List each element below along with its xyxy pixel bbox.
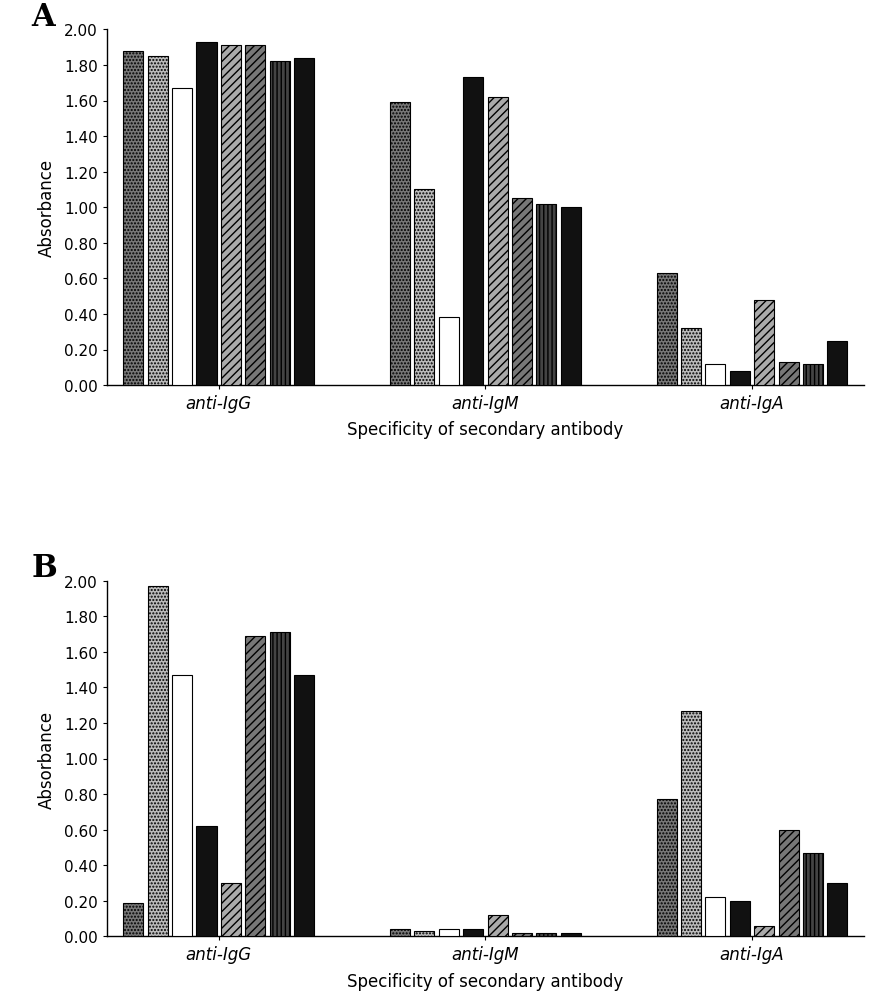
Bar: [148, 56, 167, 386]
Bar: [270, 62, 289, 386]
Bar: [294, 676, 314, 937]
Bar: [414, 931, 434, 937]
Bar: [172, 89, 192, 386]
Bar: [197, 827, 216, 937]
Bar: [245, 46, 265, 386]
Bar: [245, 636, 265, 937]
Bar: [536, 204, 556, 386]
Bar: [681, 711, 700, 937]
Bar: [221, 46, 241, 386]
Bar: [803, 853, 822, 937]
Bar: [827, 341, 846, 386]
Bar: [705, 897, 725, 937]
Bar: [536, 932, 556, 937]
Bar: [439, 929, 458, 937]
Bar: [778, 830, 798, 937]
Bar: [656, 274, 676, 386]
Bar: [390, 103, 409, 386]
Bar: [681, 328, 700, 386]
Bar: [221, 883, 241, 937]
Text: A: A: [31, 2, 55, 33]
Bar: [754, 925, 773, 937]
Bar: [729, 901, 749, 937]
Bar: [803, 365, 822, 386]
Bar: [294, 58, 314, 386]
Bar: [463, 929, 483, 937]
X-axis label: Specificity of secondary antibody: Specificity of secondary antibody: [347, 421, 623, 439]
Bar: [512, 932, 531, 937]
Bar: [487, 915, 507, 937]
X-axis label: Specificity of secondary antibody: Specificity of secondary antibody: [347, 972, 623, 990]
Y-axis label: Absorbance: Absorbance: [37, 159, 55, 257]
Text: B: B: [31, 553, 57, 584]
Bar: [561, 207, 580, 386]
Y-axis label: Absorbance: Absorbance: [37, 710, 55, 808]
Bar: [172, 676, 192, 937]
Bar: [656, 800, 676, 937]
Bar: [124, 51, 143, 386]
Bar: [197, 42, 216, 386]
Bar: [124, 902, 143, 937]
Bar: [463, 79, 483, 386]
Bar: [270, 632, 289, 937]
Bar: [487, 98, 507, 386]
Bar: [827, 883, 846, 937]
Bar: [561, 932, 580, 937]
Bar: [148, 586, 167, 937]
Bar: [754, 300, 773, 386]
Bar: [512, 199, 531, 386]
Bar: [390, 929, 409, 937]
Bar: [705, 365, 725, 386]
Bar: [729, 372, 749, 386]
Bar: [414, 190, 434, 386]
Bar: [778, 363, 798, 386]
Bar: [439, 318, 458, 386]
